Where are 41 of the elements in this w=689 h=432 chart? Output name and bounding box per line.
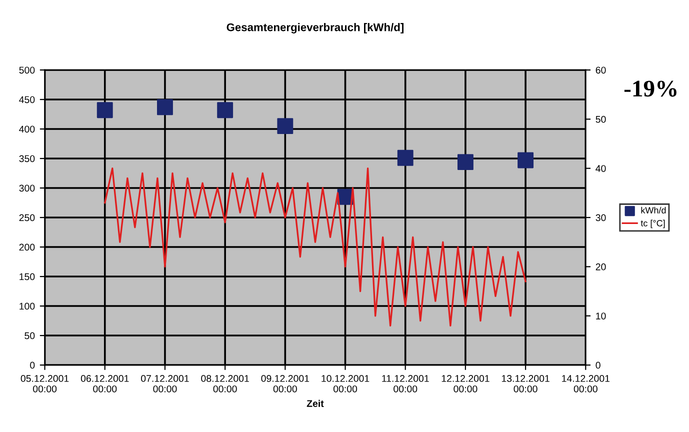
point — [157, 99, 173, 116]
y2-tick-label: 0 — [596, 362, 600, 369]
y-tick-label: 500 — [19, 66, 35, 74]
y2-tick-label: 60 — [596, 66, 606, 74]
text: -19% — [624, 80, 676, 97]
y-tick-label: 350 — [19, 155, 35, 162]
x-tick-label: 06.12.2001 00:00 — [80, 375, 129, 392]
x-tick-label: 09.12.2001 00:00 — [261, 375, 310, 392]
x-axis-title: Zeit — [306, 400, 324, 407]
x-tick-label: 11.12.2001 00:00 — [382, 375, 429, 392]
x-tick-label: 10.12.2001 00:00 — [322, 375, 370, 392]
x-tick-label: 13.12.2001 00:00 — [502, 375, 550, 392]
legend-label: kWh/d — [641, 206, 666, 214]
x-tick-label: 07.12.2001 00:00 — [141, 375, 189, 392]
point — [277, 118, 294, 134]
y2-tick-label: 30 — [596, 214, 606, 222]
point — [518, 152, 534, 168]
chart-title: Gesamtenergieverbrauch [kWh/d] — [226, 23, 404, 34]
point — [397, 150, 414, 166]
y2-tick-label: 40 — [596, 165, 606, 172]
y-tick-label: 250 — [19, 214, 35, 222]
point — [217, 102, 234, 118]
y-tick-label: 150 — [20, 273, 35, 280]
y2-tick-label: 20 — [596, 263, 606, 270]
y-tick-label: 200 — [19, 244, 35, 251]
y2-tick-label: 50 — [596, 116, 606, 123]
x-tick-label: 14.12.2001 00:00 — [562, 375, 610, 392]
x-tick-label: 08.12.2001 00:00 — [201, 375, 249, 392]
x-tick-label: 12.12.2001 00:00 — [442, 375, 490, 392]
line-series — [104, 168, 526, 327]
y-tick-label: 0 — [30, 362, 35, 369]
y-tick-label: 450 — [19, 96, 35, 104]
y-tick-label: 50 — [24, 332, 35, 340]
y-tick-label: 100 — [20, 302, 35, 310]
point — [457, 154, 474, 170]
legend-label: tc [°C] — [640, 220, 665, 228]
y-tick-label: 400 — [19, 126, 35, 133]
point — [96, 102, 113, 118]
y2-tick-label: 10 — [596, 312, 606, 320]
y-tick-label: 300 — [19, 184, 35, 192]
x-tick-label: 05.12.2001 00:00 — [20, 375, 69, 392]
